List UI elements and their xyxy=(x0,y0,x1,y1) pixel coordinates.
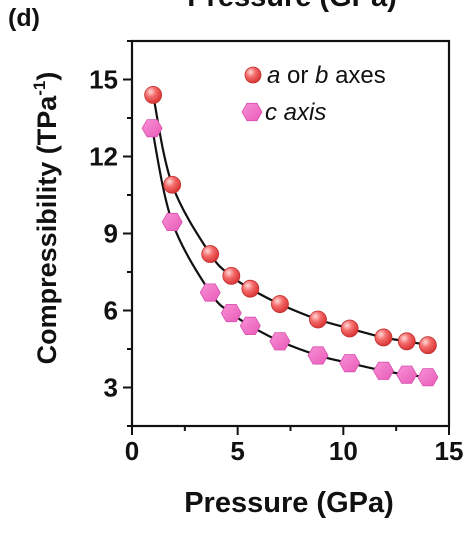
data-point-sphere xyxy=(163,175,182,194)
legend: a or b axes c axis xyxy=(241,62,386,126)
data-point-sphere xyxy=(144,86,163,104)
data-point-hexagon xyxy=(199,283,221,302)
panel-label: (d) xyxy=(8,4,40,32)
legend-label-axes: axes xyxy=(328,62,385,89)
data-point-hexagon xyxy=(373,361,394,380)
data-point-hexagon xyxy=(307,346,329,365)
y-axis-label-superscript: -1 xyxy=(30,81,49,96)
y-axis-label-main: Compressibility (TPa xyxy=(32,95,62,365)
y-tick-label: 12 xyxy=(89,142,118,172)
data-point-sphere xyxy=(241,279,260,298)
data-point-hexagon xyxy=(220,303,242,323)
y-axis-label-end: ) xyxy=(32,72,62,81)
chart-title-cut: Pressure (GPa) xyxy=(187,0,397,13)
legend-label-c-axis: c axis xyxy=(265,99,326,126)
data-point-hexagon xyxy=(269,332,291,351)
x-tick-label: 0 xyxy=(125,436,139,466)
data-point-sphere xyxy=(340,319,359,338)
data-point-hexagon xyxy=(417,368,439,387)
x-axis-label: Pressure (GPa) xyxy=(184,487,394,519)
data-point-hexagon xyxy=(141,119,163,138)
fit-curve-a-or-b-axes xyxy=(152,94,429,347)
x-tick-label: 15 xyxy=(435,436,464,466)
axes: 0 5 10 15 3 6 9 12 15 xyxy=(89,39,464,466)
data-point-sphere xyxy=(309,310,327,329)
data-point-sphere xyxy=(374,328,393,347)
x-tick-label: 5 xyxy=(230,436,244,466)
y-axis-label: Compressibility (TPa-1) xyxy=(30,72,62,365)
legend-marker-hexagon xyxy=(241,102,263,122)
y-tick-label: 6 xyxy=(104,296,118,326)
legend-item-a-or-b-axes: a or b axes xyxy=(244,62,386,89)
y-tick-label: 15 xyxy=(89,65,118,95)
data-point-hexagon xyxy=(239,316,261,336)
data-point-sphere xyxy=(222,266,241,285)
data-point-sphere xyxy=(418,336,437,355)
legend-label-a: a xyxy=(267,62,280,89)
legend-label-b: b xyxy=(315,62,328,89)
legend-label-a-or-b-axes: a or b axes xyxy=(267,62,386,89)
y-tick-label: 3 xyxy=(104,373,118,403)
data-point-sphere xyxy=(271,295,289,313)
data-point-hexagon xyxy=(339,354,361,373)
data-point-sphere xyxy=(201,245,220,263)
x-tick-label: 10 xyxy=(329,436,358,466)
legend-label-or: or xyxy=(280,62,315,89)
y-tick-label: 9 xyxy=(104,219,118,249)
data-point-hexagon xyxy=(161,212,183,232)
legend-marker-sphere xyxy=(244,66,262,84)
data-points xyxy=(141,86,439,387)
legend-item-c-axis: c axis xyxy=(241,99,326,126)
data-point-hexagon xyxy=(396,365,418,384)
data-point-sphere xyxy=(397,332,416,351)
